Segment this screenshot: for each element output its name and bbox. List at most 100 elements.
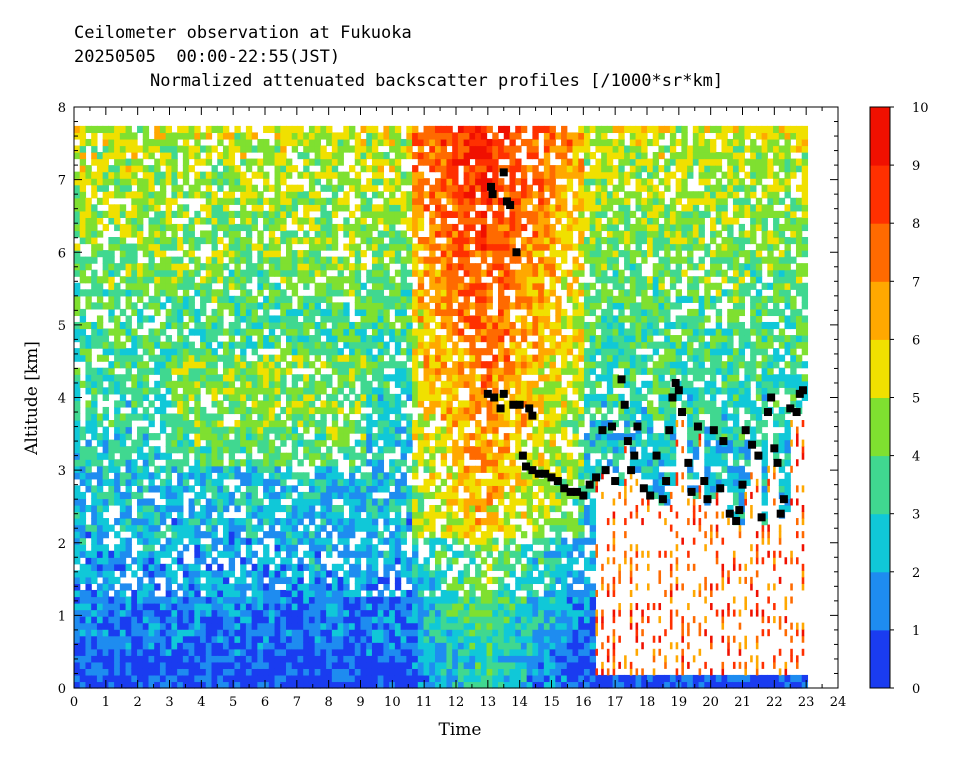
- colorbar-segment: [870, 571, 890, 631]
- cloud-base-marker: [700, 477, 709, 486]
- cloud-base-marker: [668, 393, 677, 402]
- cloud-base-marker: [496, 404, 505, 413]
- cloud-base-marker: [522, 462, 531, 471]
- cloud-base-marker: [767, 393, 776, 402]
- cloud-base-marker: [662, 477, 671, 486]
- cloud-base-marker: [639, 484, 648, 493]
- colorbar-tick-label: 8: [912, 217, 920, 232]
- colorbar-segment: [870, 107, 890, 166]
- cloud-base-marker: [757, 513, 766, 522]
- chart-title-date-range: 20250505 00:00-22:55(JST): [74, 47, 341, 67]
- cloud-base-marker: [509, 400, 518, 409]
- x-tick-label: 16: [575, 695, 592, 710]
- cloud-base-marker: [541, 469, 550, 478]
- colorbar-tick-label: 7: [912, 275, 920, 290]
- cloud-base-marker: [601, 466, 610, 475]
- cloud-base-marker: [483, 389, 492, 398]
- cloud-base-marker: [779, 495, 788, 504]
- cloud-base-marker: [611, 477, 620, 486]
- colorbar-segment: [870, 165, 890, 224]
- cloud-base-marker: [709, 426, 718, 435]
- x-tick-label: 1: [102, 695, 110, 710]
- cloud-base-marker: [515, 400, 524, 409]
- cloud-base-marker: [518, 451, 527, 460]
- cloud-base-marker: [506, 201, 515, 210]
- cloud-base-marker: [693, 422, 702, 431]
- cloud-base-marker: [770, 444, 779, 453]
- cloud-base-marker: [592, 473, 601, 482]
- y-tick-label: 4: [58, 392, 66, 407]
- x-tick-label: 18: [639, 695, 656, 710]
- colorbar-tick-label: 1: [912, 624, 920, 639]
- cloud-base-marker: [487, 182, 496, 191]
- cloud-base-marker: [633, 422, 642, 431]
- cloud-base-marker: [585, 480, 594, 489]
- x-tick-label: 4: [197, 695, 205, 710]
- cloud-base-marker: [658, 495, 667, 504]
- x-tick-label: 9: [356, 695, 364, 710]
- colorbar-tick-label: 6: [912, 333, 920, 348]
- cloud-base-marker: [617, 375, 626, 384]
- cloud-base-marker: [798, 386, 807, 395]
- cloud-base-marker: [499, 168, 508, 177]
- y-tick-label: 7: [58, 174, 66, 189]
- cloud-base-marker: [703, 495, 712, 504]
- cloud-base-marker: [528, 411, 537, 420]
- colorbar-tick-label: 9: [912, 159, 920, 174]
- x-tick-label: 21: [734, 695, 751, 710]
- cloud-base-marker: [553, 477, 562, 486]
- cloud-base-marker: [735, 506, 744, 515]
- cloud-base-marker: [741, 426, 750, 435]
- cloud-base-marker: [719, 437, 728, 446]
- cloud-base-marker: [671, 378, 680, 387]
- x-tick-label: 11: [416, 695, 433, 710]
- x-tick-label: 0: [70, 695, 78, 710]
- cloud-base-marker: [748, 440, 757, 449]
- colorbar-segment: [870, 397, 890, 457]
- colorbar-tick-label: 2: [912, 566, 920, 581]
- cloud-base-marker: [763, 408, 772, 417]
- y-tick-label: 5: [58, 319, 66, 334]
- cloud-base-marker: [566, 487, 575, 496]
- cloud-base-marker: [512, 248, 521, 257]
- cloud-base-marker: [716, 484, 725, 493]
- y-tick-label: 6: [58, 246, 66, 261]
- cloud-base-marker: [646, 491, 655, 500]
- x-tick-label: 14: [511, 695, 528, 710]
- x-tick-label: 8: [325, 695, 333, 710]
- x-tick-label: 17: [607, 695, 624, 710]
- cloud-base-marker: [674, 386, 683, 395]
- colorbar-tick-label: 10: [912, 101, 929, 116]
- cloud-base-marker: [627, 466, 636, 475]
- colorbar-tick-label: 0: [912, 682, 920, 697]
- x-tick-label: 10: [384, 695, 401, 710]
- cloud-base-marker: [786, 404, 795, 413]
- chart-title-quantity: Normalized attenuated backscatter profil…: [150, 71, 724, 91]
- colorbar-segment: [870, 513, 890, 573]
- cloud-base-marker: [725, 509, 734, 518]
- cloud-base-marker: [598, 426, 607, 435]
- cloud-base-marker: [773, 458, 782, 467]
- cloud-base-marker: [665, 426, 674, 435]
- x-tick-label: 2: [134, 695, 142, 710]
- cloud-base-marker: [560, 484, 569, 493]
- cloud-base-marker: [607, 422, 616, 431]
- y-tick-label: 1: [58, 609, 66, 624]
- cloud-base-marker: [776, 509, 785, 518]
- x-tick-label: 13: [480, 695, 497, 710]
- cloud-base-marker: [684, 458, 693, 467]
- colorbar-segment: [870, 223, 890, 282]
- colorbar-segment: [870, 281, 890, 340]
- x-tick-label: 5: [229, 695, 237, 710]
- cloud-base-marker: [534, 469, 543, 478]
- x-tick-label: 6: [261, 695, 269, 710]
- cloud-base-marker: [738, 480, 747, 489]
- cloud-base-marker: [547, 473, 556, 482]
- colorbar-tick-label: 5: [912, 392, 920, 407]
- cloud-base-marker: [687, 487, 696, 496]
- x-tick-label: 12: [448, 695, 465, 710]
- x-tick-label: 20: [702, 695, 719, 710]
- x-axis-label: Time: [438, 720, 482, 740]
- heatmap: [74, 125, 809, 689]
- x-tick-label: 7: [293, 695, 301, 710]
